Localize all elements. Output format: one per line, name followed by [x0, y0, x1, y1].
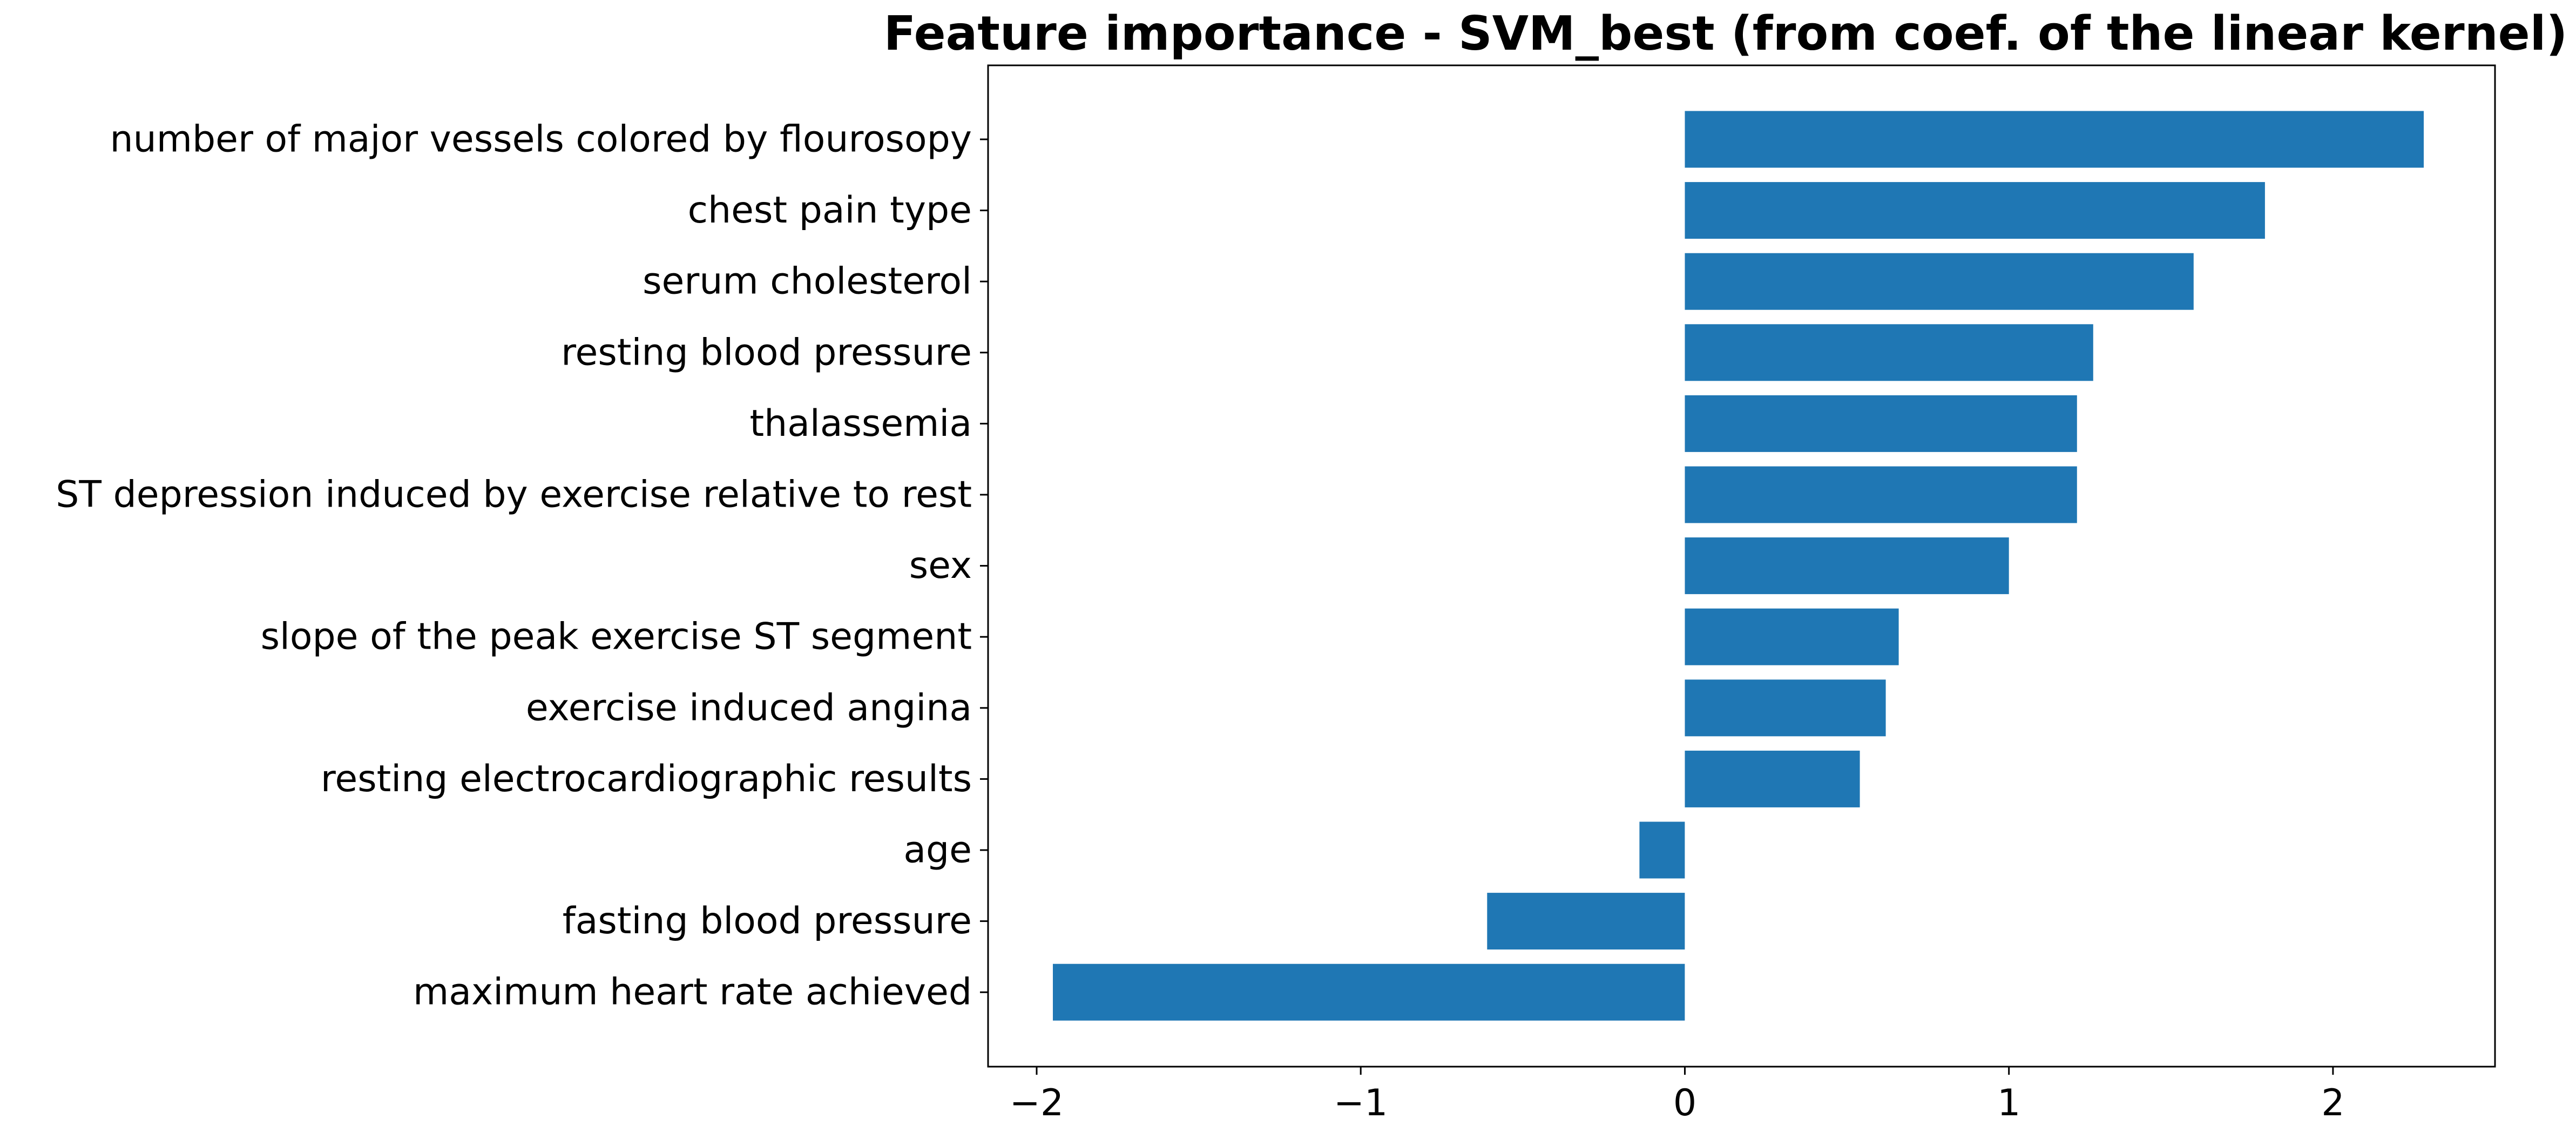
bar-0 [1685, 111, 2424, 168]
y-tick-label: exercise induced angina [526, 686, 972, 729]
bar-7 [1685, 608, 1899, 665]
x-tick-label: 0 [1673, 1082, 1696, 1124]
bars-layer [1053, 111, 2424, 1021]
y-tick-label: serum cholesterol [643, 260, 972, 303]
bar-11 [1487, 893, 1685, 950]
y-tick-label: age [903, 829, 972, 872]
bar-8 [1685, 679, 1886, 737]
y-tick-label: slope of the peak exercise ST segment [261, 616, 972, 658]
y-tick-label: resting electrocardiographic results [321, 758, 972, 800]
x-tick-label: 2 [2321, 1082, 2344, 1124]
bar-5 [1685, 466, 2077, 523]
bar-6 [1685, 537, 2009, 595]
y-tick-label: resting blood pressure [561, 331, 972, 374]
x-tick-label: −1 [1334, 1082, 1388, 1124]
y-tick-label: fasting blood pressure [563, 900, 972, 942]
bar-2 [1685, 253, 2194, 310]
y-tick-label: thalassemia [750, 402, 972, 445]
y-tick-label: maximum heart rate achieved [413, 971, 972, 1014]
bar-9 [1685, 750, 1860, 807]
bar-10 [1639, 821, 1685, 879]
chart-title: Feature importance - SVM_best (from coef… [884, 6, 2567, 61]
bar-3 [1685, 324, 2093, 381]
y-tick-label: number of major vessels colored by flour… [110, 118, 972, 161]
y-tick-label: ST depression induced by exercise relati… [56, 474, 972, 516]
bar-12 [1053, 963, 1685, 1021]
bar-4 [1685, 395, 2077, 452]
y-tick-label: sex [909, 544, 972, 587]
y-axis: number of major vessels colored by flour… [56, 118, 988, 1014]
y-tick-label: chest pain type [688, 189, 972, 232]
x-tick-label: −2 [1010, 1082, 1064, 1124]
x-tick-label: 1 [1997, 1082, 2020, 1124]
x-axis: −2 −1 0 1 2 [1010, 1067, 2345, 1124]
bar-1 [1685, 182, 2265, 239]
